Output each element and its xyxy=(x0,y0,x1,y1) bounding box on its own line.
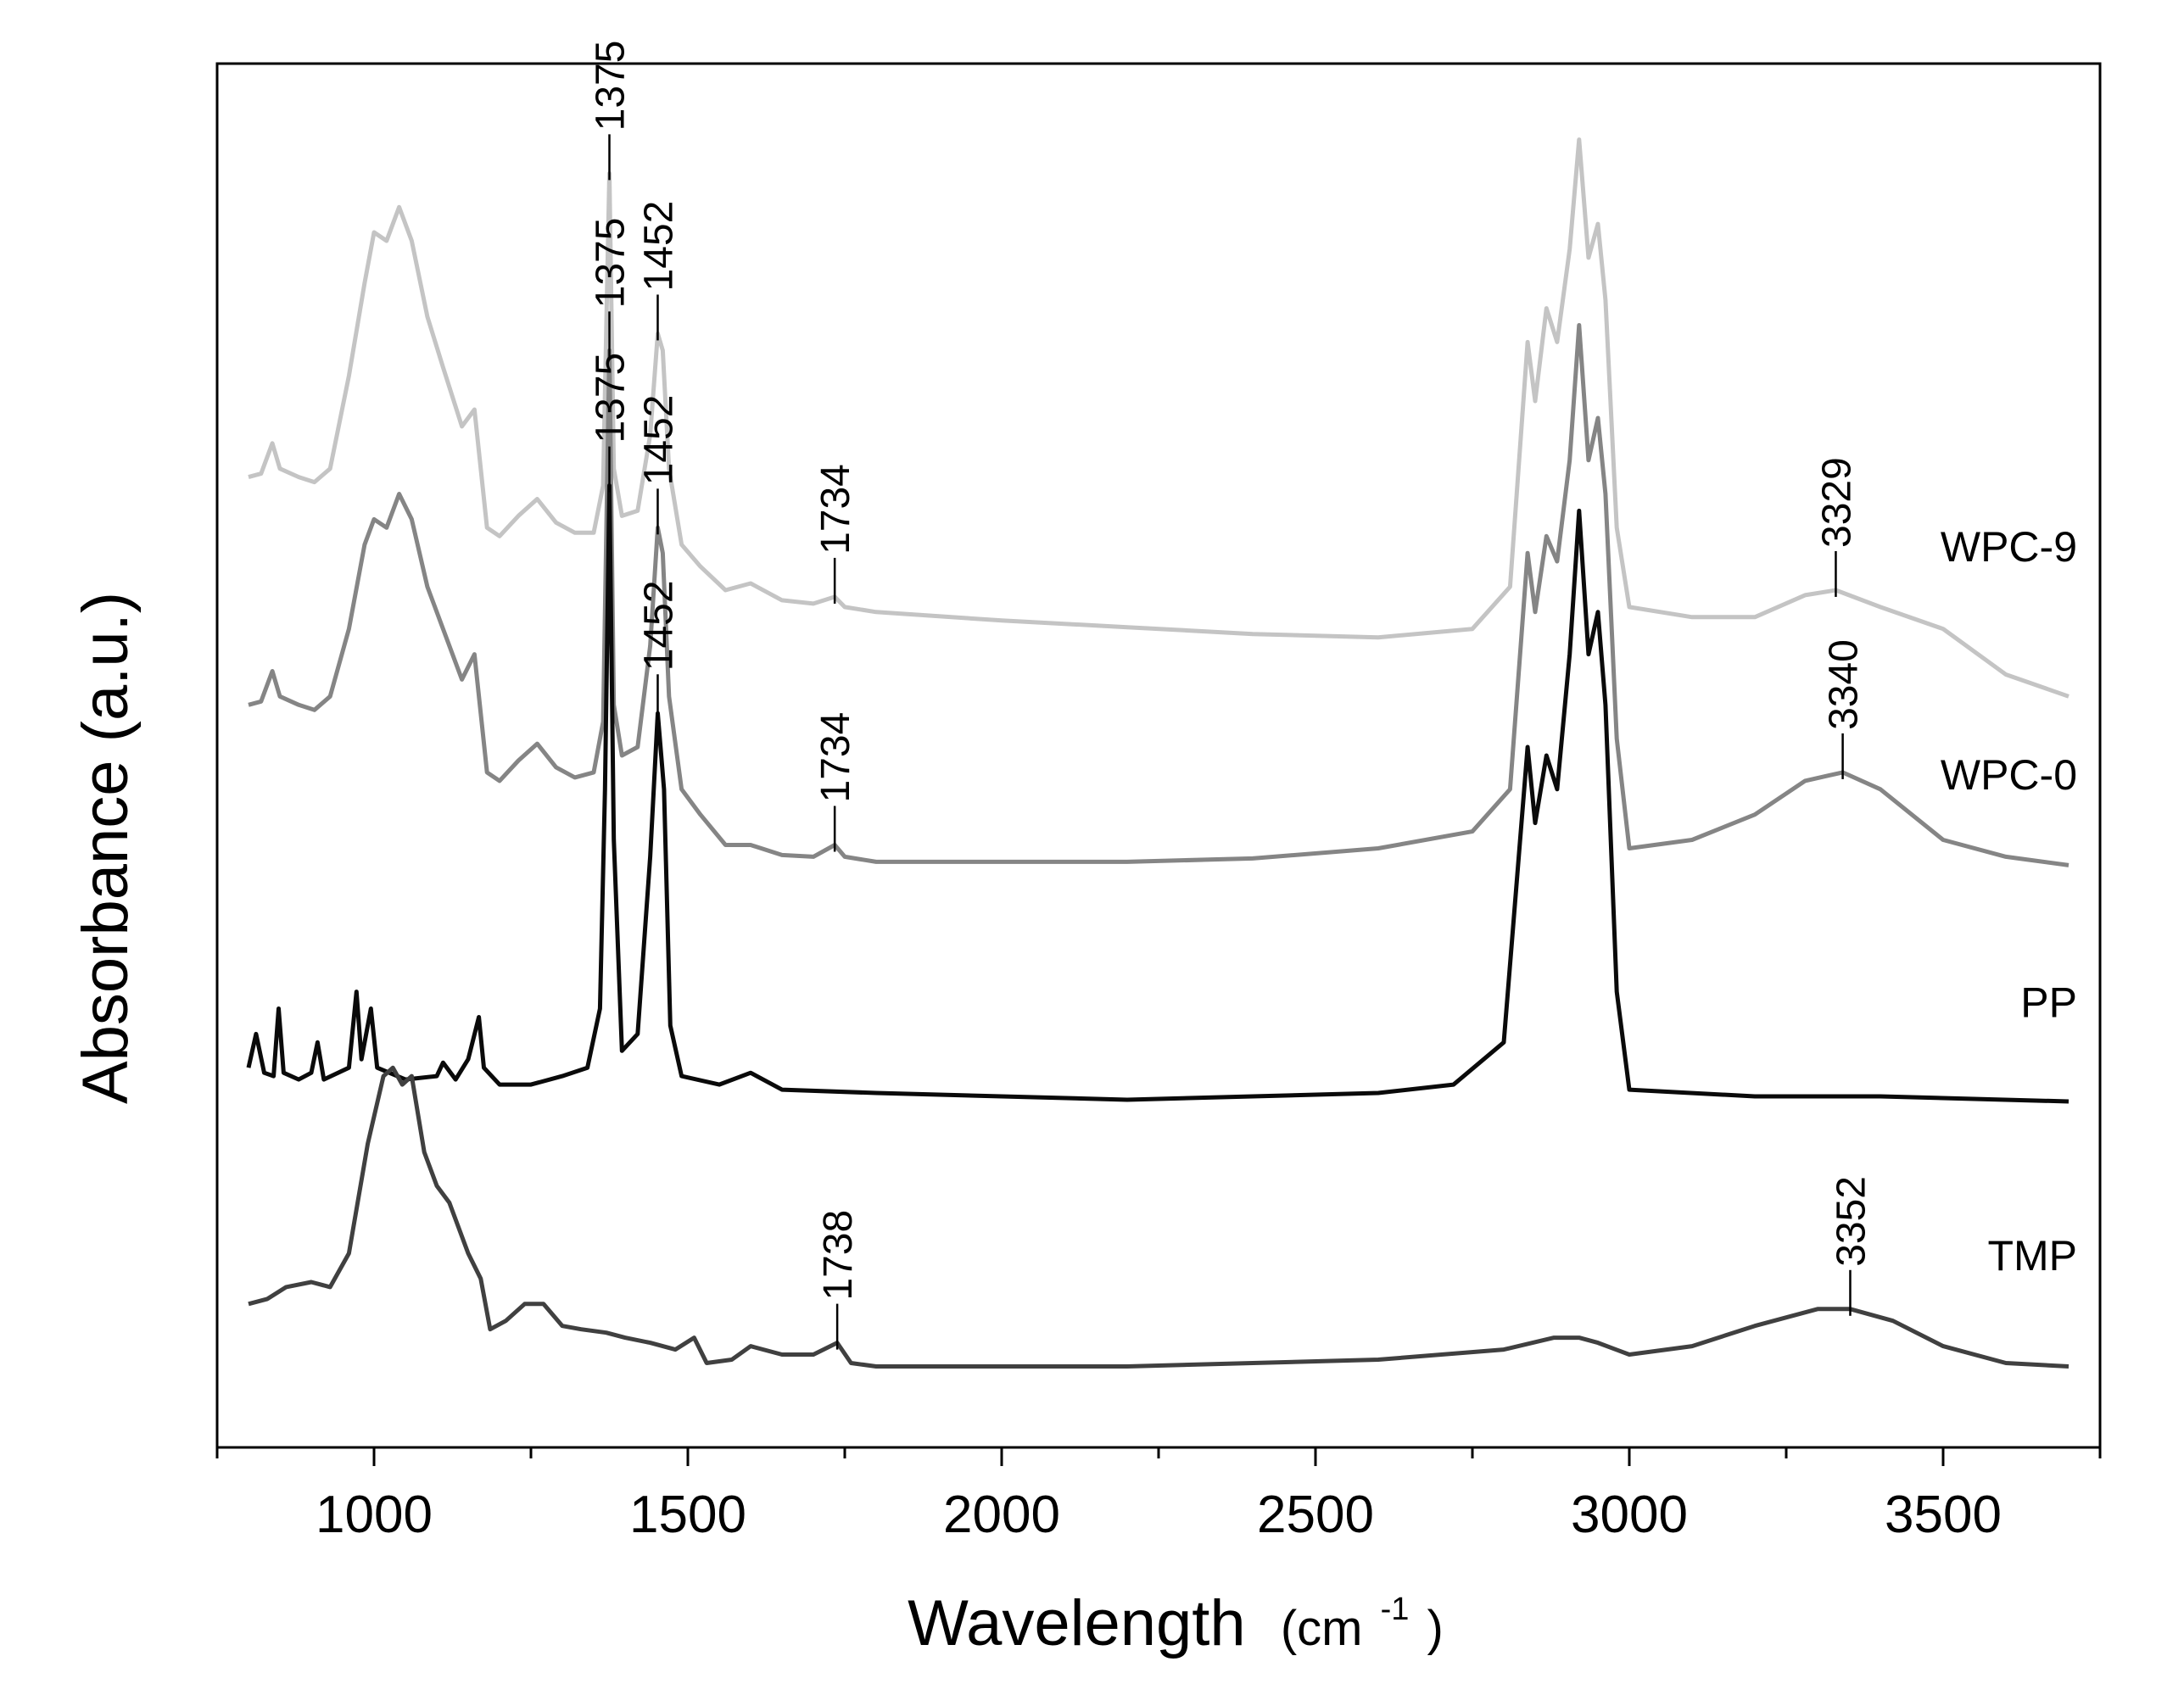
series-label-tmp: TMP xyxy=(1987,1232,2077,1280)
x-tick-label: 2500 xyxy=(1257,1486,1374,1544)
peak-label: 1452 xyxy=(636,395,681,486)
peak-label: 1738 xyxy=(816,1210,861,1301)
series-layer xyxy=(246,137,2069,1369)
series-line-wpc-9 xyxy=(248,137,2069,699)
x-tick-label: 3500 xyxy=(1885,1486,2002,1544)
plot-frame xyxy=(215,62,2102,1449)
series-label-pp: PP xyxy=(2020,979,2077,1026)
peak-label: 1375 xyxy=(589,218,634,309)
peak-label: 1734 xyxy=(813,712,858,803)
peak-label: 1452 xyxy=(636,201,681,292)
series-label-wpc-0: WPC-0 xyxy=(1941,751,2077,799)
x-tick-label: 2000 xyxy=(943,1486,1060,1544)
peak-label: 1375 xyxy=(589,41,634,131)
x-axis-unit-open: (cm xyxy=(1281,1601,1363,1656)
y-axis-title: Absorbance (a.u.) xyxy=(70,592,142,1104)
series-line-tmp xyxy=(248,1065,2069,1369)
x-axis-title: Wavelength (cm -1 ) xyxy=(908,1562,1444,1659)
x-tick-label: 3000 xyxy=(1571,1486,1688,1544)
series-label-wpc-9: WPC-9 xyxy=(1941,523,2077,571)
peak-label: 1452 xyxy=(636,580,681,671)
x-axis-title-main: Wavelength xyxy=(908,1587,1246,1659)
x-tick-label: 1000 xyxy=(316,1486,433,1544)
peak-label: 3329 xyxy=(1814,457,1859,548)
peak-label: 3340 xyxy=(1822,639,1867,730)
peak-label: 1734 xyxy=(813,464,858,555)
series-labels: WPC-9 WPC-0 PP TMP xyxy=(1941,523,2077,1280)
x-axis-unit-close: ) xyxy=(1427,1601,1444,1656)
peak-label: 3352 xyxy=(1829,1176,1874,1267)
series-line-wpc-0 xyxy=(248,323,2069,867)
peak-label: 1375 xyxy=(589,353,634,443)
series-line-pp xyxy=(246,483,2069,1104)
x-axis-ticks: 1000 1500 2000 2500 3000 3500 xyxy=(215,1447,2102,1544)
x-tick-label: 1500 xyxy=(629,1486,746,1544)
x-axis-unit-exponent: -1 xyxy=(1381,1592,1410,1627)
